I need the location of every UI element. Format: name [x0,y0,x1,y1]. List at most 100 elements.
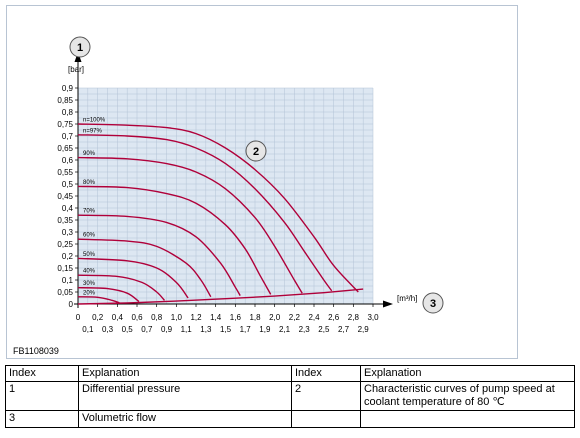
y-tick-label: 0,05 [57,288,73,297]
y-tick-label: 0,75 [57,120,73,129]
table-cell: 2 [291,381,361,411]
y-tick-label: 0,4 [62,204,74,213]
table-row: 3 Volumetric flow [5,410,575,428]
x-tick-label-top: 1,6 [230,313,242,322]
y-tick-label: 0,7 [62,132,74,141]
x-tick-label-top: 0,8 [151,313,163,322]
x-tick-label-top: 1,0 [171,313,183,322]
x-tick-label-bottom: 0,7 [141,325,153,334]
x-tick-label-top: 0,2 [92,313,104,322]
speed-curve [77,274,166,301]
y-tick-label: 0,3 [62,228,74,237]
x-tick-label-bottom: 1,3 [200,325,212,334]
callout-number: 1 [77,42,83,54]
y-tick-label: 0,5 [62,180,74,189]
table-header-row: Index Explanation Index Explanation [5,365,575,382]
speed-curve-label: 60% [83,233,96,239]
y-tick-label: 0,85 [57,96,73,105]
callout-2: 2 [245,140,267,162]
y-tick-label: 0,6 [62,156,74,165]
y-tick-label: 0,65 [57,144,73,153]
x-tick-label-bottom: 2,7 [338,325,350,334]
speed-curve-label: 90% [83,151,96,157]
pump-characteristic-chart: 00,050,10,150,20,250,30,350,40,450,50,55… [57,36,444,334]
speed-curve [77,156,303,294]
speed-curve-label: 80% [83,180,96,186]
table-cell: Volumetric flow [78,410,292,428]
system-curve [77,288,364,305]
speed-curve-label: 70% [83,209,96,215]
x-tick-label-bottom: 1,7 [240,325,252,334]
x-tick-label-top: 2,8 [348,313,360,322]
x-tick-label-top: 2,2 [289,313,301,322]
table-cell: 1 [5,381,79,411]
x-tick-label-top: 3,0 [367,313,379,322]
speed-curve [77,296,120,304]
x-tick-label-top: 0,4 [112,313,124,322]
x-tick-label-bottom: 0,5 [122,325,134,334]
table-cell: 3 [5,410,79,428]
speed-curve-label: 20% [83,290,96,296]
speed-curve [77,134,333,292]
y-tick-label: 0,1 [62,276,74,285]
table-header-index-2: Index [291,365,361,382]
y-tick-label: 0,55 [57,168,73,177]
x-tick-label-bottom: 2,9 [358,325,370,334]
y-tick-label: 0,2 [62,252,74,261]
speed-curve [77,185,272,295]
x-tick-label-bottom: 0,9 [161,325,173,334]
table-cell: Differential pressure [78,381,292,411]
table-header-explanation-2: Explanation [360,365,575,382]
speed-curve [77,123,359,293]
table-row: 1 Differential pressure 2 Characteristic… [5,381,575,411]
y-tick-label: 0 [69,300,74,309]
x-axis-arrowhead [383,300,393,308]
y-tick-label: 0,25 [57,240,73,249]
x-tick-label-bottom: 1,5 [220,325,232,334]
x-tick-label-top: 0,6 [131,313,143,322]
table-cell [291,410,361,428]
callout-3: 3 [422,292,444,314]
y-axis-unit: [bar] [68,65,84,74]
x-tick-label-top: 1,8 [249,313,261,322]
x-tick-label-bottom: 2,1 [279,325,291,334]
y-tick-label: 0,35 [57,216,73,225]
speed-curve-label: n=100% [83,118,106,124]
figure-code: FB1108039 [13,346,59,356]
x-tick-label-top: 2,4 [308,313,320,322]
speed-curve-label: 50% [83,252,96,258]
x-tick-label-bottom: 1,1 [181,325,193,334]
y-tick-label: 0,9 [62,84,74,93]
y-tick-label: 0,8 [62,108,74,117]
y-tick-label: 0,45 [57,192,73,201]
legend-table: Index Explanation Index Explanation 1 Di… [5,365,575,428]
callout-circle [422,292,444,314]
speed-curve [77,238,212,298]
callout-circle [69,36,91,58]
callout-circle [245,140,267,162]
x-tick-label-bottom: 2,5 [318,325,330,334]
speed-curve-label: n=97% [83,128,103,134]
speed-curve [77,287,140,303]
speed-curve-label: 30% [83,281,96,287]
x-tick-label-top: 1,4 [210,313,222,322]
callout-number: 2 [253,146,259,158]
x-tick-label-top: 2,0 [269,313,281,322]
x-tick-label-bottom: 1,9 [259,325,271,334]
speed-curve-label: 40% [83,269,96,275]
x-tick-label-top: 2,6 [328,313,340,322]
x-tick-label-top: 0 [76,313,81,322]
table-cell [360,410,575,428]
table-cell: Characteristic curves of pump speed at c… [360,381,575,411]
x-axis-unit: [m³/h] [397,294,417,303]
callout-number: 3 [430,298,436,310]
speed-curve [77,214,241,296]
table-header-index-1: Index [5,365,79,382]
table-header-explanation-1: Explanation [78,365,292,382]
callout-1: 1 [69,36,91,58]
x-tick-label-bottom: 0,1 [82,325,94,334]
x-tick-label-bottom: 0,3 [102,325,114,334]
y-tick-label: 0,15 [57,264,73,273]
figure-frame: 0 0,05 0,1 0,15 0,2 0,25 0,3 0,35 0,4 0,45 0,5 0,55… [6,5,518,359]
x-tick-label-top: 1,2 [190,313,202,322]
